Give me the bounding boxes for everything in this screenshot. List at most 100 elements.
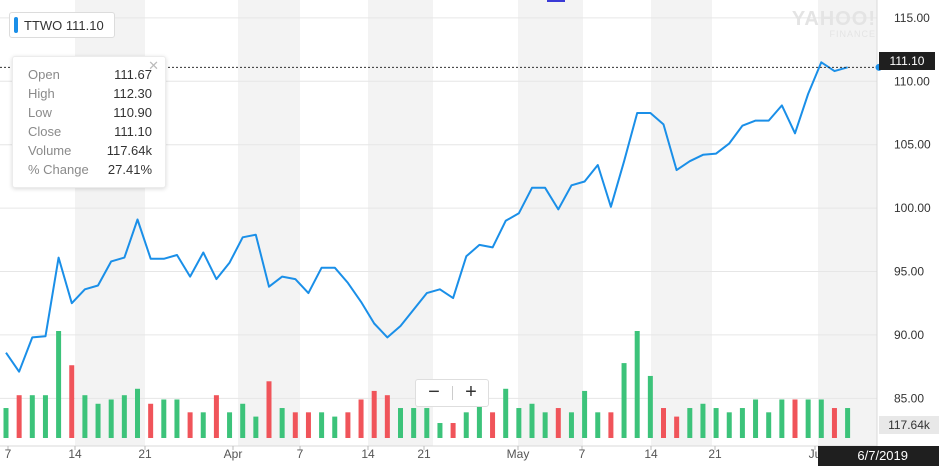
ticker-badge[interactable]: TTWO 111.10 [9,12,115,38]
volume-bar [135,388,140,438]
volume-bar [148,403,154,438]
price-line [5,61,848,373]
tooltip-row-open: Open 111.67 [28,66,152,84]
zoom-divider [452,386,453,400]
volume-bar [647,375,653,438]
tooltip-label: Open [28,67,60,82]
tooltip-label: % Change [28,162,89,177]
volume-bar [174,399,180,438]
volume-bar [805,399,811,438]
volume-bar [240,403,246,438]
volume-bar [292,412,298,438]
tooltip-label: High [28,86,55,101]
volume-bar [56,331,62,438]
tooltip-value: 117.64k [106,143,152,158]
y-tick-label: 85.00 [894,391,924,405]
x-tick-label: 14 [68,447,82,461]
volume-bar [69,365,75,438]
ticker-last-price: 111.10 [65,18,104,33]
volume-bar [227,412,233,438]
volume-bar [319,412,325,438]
volume-flag: 117.64k [879,416,939,434]
tooltip-row-low: Low 110.90 [28,104,152,122]
zoom-out-button[interactable]: − [428,381,440,403]
volume-bar [42,395,48,438]
tooltip-value: 112.30 [113,86,152,101]
volume-bar [16,395,22,438]
volume-bar [371,390,377,438]
volume-bar [831,408,837,438]
watermark-line1: YAHOO! [791,8,876,30]
volume-bar [634,331,640,438]
tooltip-label: Low [28,105,52,120]
volume-bar [529,403,535,438]
ticker-symbol: TTWO [24,18,63,33]
tooltip-value: 110.90 [113,105,152,120]
volume-bar [398,408,403,438]
volume-bar [279,408,285,438]
y-tick-label: 90.00 [894,328,924,342]
volume-bar [358,399,364,438]
y-tick-label: 105.00 [894,138,931,152]
volume-bar [490,412,496,438]
volume-bar [608,412,614,438]
volume-bar [845,408,851,438]
volume-bar [739,408,745,438]
y-tick-label: 110.00 [894,74,930,88]
week-band [518,0,583,446]
tooltip-row-change: % Change 27.41% [28,161,152,179]
zoom-control: − + [415,379,489,407]
volume-bar [82,395,88,438]
volume-bar [450,423,456,438]
volume-bar [108,399,114,438]
volume-bar [345,412,351,438]
volume-bar [818,399,824,438]
tooltip-label: Volume [28,143,72,158]
x-tick-label: 14 [361,447,375,461]
volume-bar [3,408,9,438]
date-flag: 6/7/2019 [818,446,939,466]
volume-flag-text: 117.64k [888,418,931,432]
volume-bar [753,399,759,438]
volume-bar [200,412,206,438]
x-axis-labels: 7 14 21 Apr 7 14 21 May 7 14 21 Ju [5,446,821,461]
volume-bar [661,408,666,438]
volume-bar [213,395,219,438]
x-tick-label: 7 [5,447,12,461]
week-band [651,0,712,446]
week-band [368,0,433,446]
range-indicator [547,0,565,2]
y-tick-label: 115.00 [894,11,930,25]
volume-bar [463,412,469,438]
tooltip-value: 111.67 [114,67,152,82]
ohlc-tooltip: ✕ Open 111.67 High 112.30 Low 110.90 Clo… [12,56,166,188]
volume-bar [253,416,259,438]
series-color-swatch [14,17,18,33]
tooltip-value: 27.41% [107,162,152,177]
y-tick-label: 100.00 [894,201,931,215]
yahoo-finance-watermark: YAHOO! FINANCE [780,9,876,39]
x-tick-label: 7 [579,447,586,461]
zoom-in-button[interactable]: + [465,381,477,403]
tooltip-row-volume: Volume 117.64k [28,142,152,160]
volume-bar [792,399,798,438]
volume-bar [305,412,311,438]
volume-bar [437,423,443,438]
volume-bar [555,408,561,438]
volume-bar [266,381,272,438]
volume-bar [187,412,193,438]
volume-bar [779,399,785,438]
y-tick-label: 95.00 [894,265,924,279]
volume-bar [503,388,509,438]
volume-bar [766,412,772,438]
x-tick-label: 14 [644,447,658,461]
volume-bar [582,390,588,438]
close-icon[interactable]: ✕ [148,58,159,73]
x-tick-label: May [507,447,530,461]
y-axis-labels: 115.00 110.00 105.00 100.00 95.00 90.00 85.00 [894,11,931,405]
x-tick-label: 21 [417,447,431,461]
volume-bar [424,408,430,438]
volume-bar [621,363,627,438]
volume-bar [161,399,167,438]
